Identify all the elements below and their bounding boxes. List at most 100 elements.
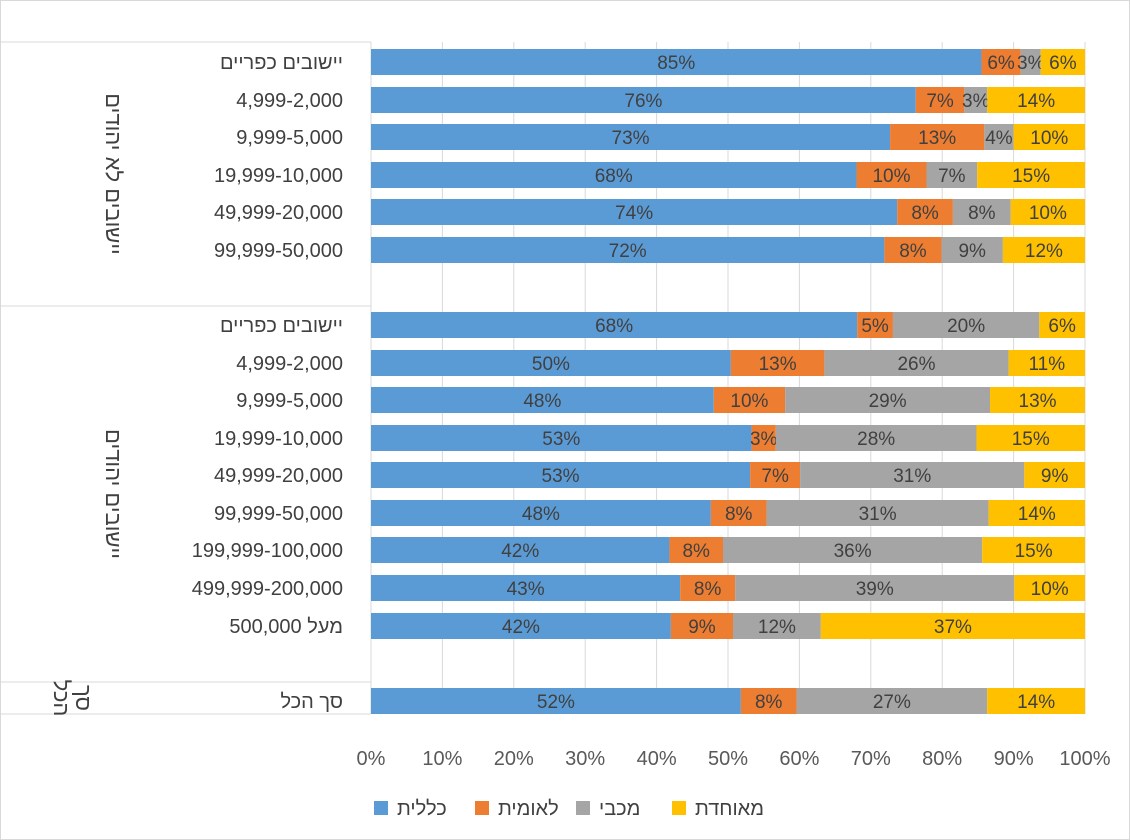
data-label: 8%	[911, 203, 939, 224]
bar-segment	[890, 124, 985, 150]
bar-segment	[1040, 49, 1085, 75]
category-label: 199,999-100,000	[192, 540, 343, 562]
bar-segment	[1010, 199, 1085, 225]
category-label: 4,999-2,000	[236, 353, 343, 375]
legend-label: מכבי	[599, 798, 640, 820]
group-label-word: הכל	[49, 680, 74, 717]
bar-segment	[670, 613, 733, 639]
data-label: 10%	[872, 166, 910, 187]
data-label: 14%	[1017, 692, 1055, 713]
bar-segment	[988, 500, 1085, 526]
bar-segment	[371, 425, 752, 451]
bar-segment	[735, 575, 1015, 601]
data-label: 15%	[1012, 429, 1050, 450]
legend-swatch	[672, 801, 686, 815]
data-label: 76%	[624, 91, 662, 112]
x-tick-label: 10%	[422, 748, 462, 770]
bar-segment	[982, 537, 1085, 563]
bar-segment	[926, 162, 978, 188]
bar-segment	[964, 87, 988, 113]
x-tick-label: 80%	[922, 748, 962, 770]
data-label: 29%	[869, 391, 907, 412]
group-label: יישובים יהודים	[101, 429, 126, 559]
data-label: 3%	[1017, 53, 1045, 74]
category-label: 19,999-10,000	[214, 428, 343, 450]
data-label: 50%	[532, 354, 570, 375]
data-label: 8%	[899, 241, 927, 262]
bar-segment	[740, 688, 797, 714]
category-label: 49,999-20,000	[214, 465, 343, 487]
legend-label: מאוחדת	[695, 798, 764, 820]
data-label: 8%	[682, 541, 710, 562]
category-label: 499,999-200,000	[192, 578, 343, 600]
data-label: 20%	[947, 316, 985, 337]
category-label: יישובים כפריים	[220, 52, 343, 74]
data-label: 31%	[859, 504, 897, 525]
bar-segment	[766, 500, 989, 526]
data-label: 7%	[761, 466, 789, 487]
data-label: 9%	[958, 241, 986, 262]
data-label: 3%	[962, 91, 990, 112]
data-label: 12%	[1025, 241, 1063, 262]
data-label: 53%	[542, 429, 580, 450]
legend-swatch	[576, 801, 590, 815]
bar-segment	[371, 387, 714, 413]
data-label: 8%	[725, 504, 753, 525]
legend-swatch	[374, 801, 388, 815]
data-label: 48%	[522, 504, 560, 525]
x-tick-label: 70%	[851, 748, 891, 770]
bar-segment	[892, 312, 1040, 338]
data-label: 10%	[1030, 128, 1068, 149]
data-label: 42%	[502, 617, 540, 638]
data-label: 37%	[934, 617, 972, 638]
bar-segment	[987, 87, 1085, 113]
data-label: 9%	[688, 617, 716, 638]
data-label: 48%	[523, 391, 561, 412]
bar-segment	[371, 462, 751, 488]
bar-segment	[987, 688, 1085, 714]
data-label: 68%	[595, 316, 633, 337]
bar-segment	[856, 162, 927, 188]
data-label: 74%	[615, 203, 653, 224]
data-label: 10%	[1029, 203, 1067, 224]
data-label: 72%	[609, 241, 647, 262]
legend-label: לאומית	[498, 798, 559, 820]
data-label: 10%	[730, 391, 768, 412]
data-label: 27%	[873, 692, 911, 713]
category-label: יישובים כפריים	[220, 315, 343, 337]
x-tick-label: 100%	[1059, 748, 1110, 770]
data-label: 39%	[856, 579, 894, 600]
bar-segment	[371, 537, 670, 563]
category-label: מעל 500,000	[229, 616, 343, 638]
bar-segment	[1008, 350, 1085, 376]
bar-segment	[371, 237, 885, 263]
bar-segment	[775, 425, 977, 451]
data-label: 6%	[1048, 316, 1076, 337]
bar-segment	[669, 537, 724, 563]
x-tick-label: 0%	[357, 748, 386, 770]
x-tick-label: 60%	[779, 748, 819, 770]
data-label: 14%	[1018, 504, 1056, 525]
bar-segment	[824, 350, 1009, 376]
legend-swatch	[475, 801, 489, 815]
bar-segment	[371, 124, 891, 150]
category-label: 99,999-50,000	[214, 240, 343, 262]
bar-segment	[990, 387, 1085, 413]
data-label: 5%	[861, 316, 889, 337]
bar-segment	[371, 312, 858, 338]
bar-segment	[1002, 237, 1085, 263]
bar-segment	[981, 49, 1021, 75]
bar-segment	[371, 575, 681, 601]
bar-segment	[820, 613, 1085, 639]
bar-segment	[800, 462, 1025, 488]
data-label: 13%	[918, 128, 956, 149]
bar-segment	[884, 237, 942, 263]
bar-segment	[732, 613, 821, 639]
category-label: 99,999-50,000	[214, 503, 343, 525]
bar-segment	[713, 387, 786, 413]
bar-segment	[371, 49, 982, 75]
bar-segment	[730, 350, 825, 376]
data-label: 73%	[612, 128, 650, 149]
bar-segment	[710, 500, 767, 526]
